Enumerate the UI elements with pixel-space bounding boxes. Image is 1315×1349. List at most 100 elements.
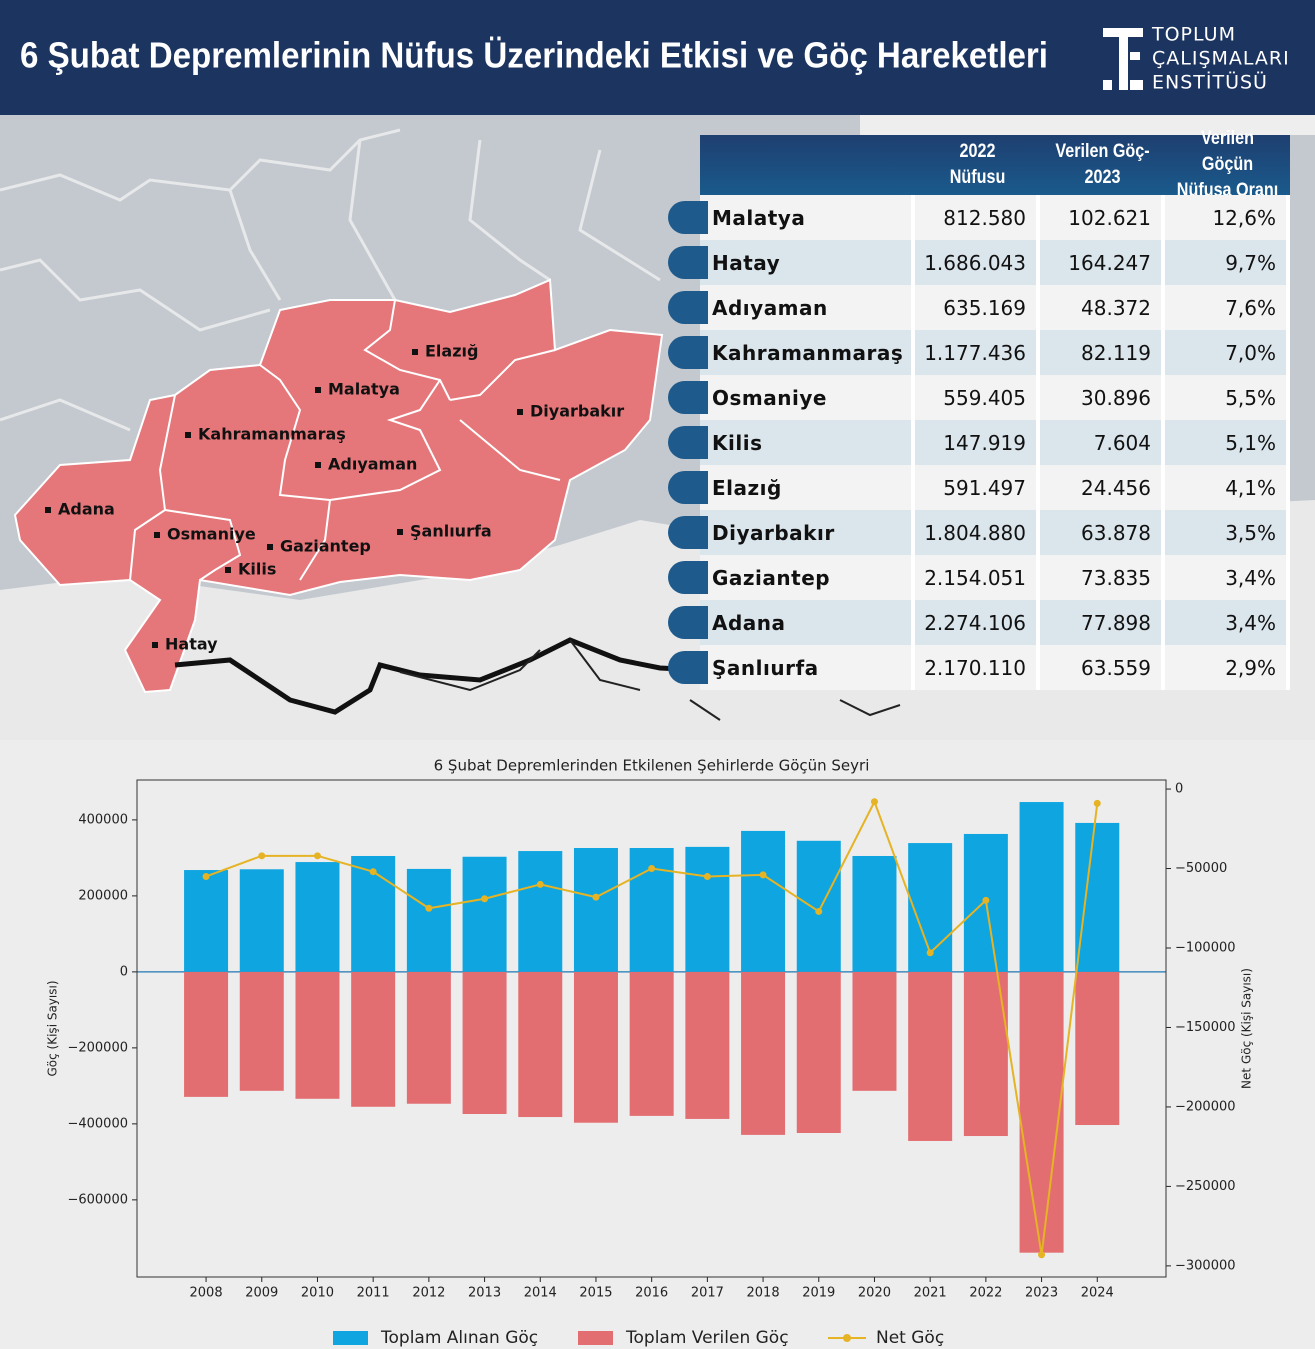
row-tab (668, 651, 708, 684)
header-title: 6 Şubat Depremlerinin Nüfus Üzerindeki E… (20, 35, 1048, 76)
logo-text: ENSTİTÜSÜ (1152, 71, 1268, 94)
bar (796, 840, 841, 972)
city-name: Hatay (700, 240, 915, 285)
bar (295, 971, 340, 1099)
table-cell: 82.119 (1040, 330, 1165, 375)
x-tick-label: 2015 (579, 1286, 612, 1301)
table-cell: 48.372 (1040, 285, 1165, 330)
table-cell: 635.169 (915, 285, 1040, 330)
table-cell: 3,4% (1165, 600, 1290, 645)
line-point (425, 904, 433, 912)
city-marker (45, 507, 51, 513)
city-marker (154, 532, 160, 538)
table-cell: 7,6% (1165, 285, 1290, 330)
table-header: 2022 Nüfusu Verilen Göç- 2023 Verilen Göçün N… (700, 128, 1290, 201)
plot-frame (136, 779, 1167, 1278)
header-cell: 2022 Nüfusu (924, 135, 1030, 195)
table-cell: 9,7% (1165, 240, 1290, 285)
city-label: Elazığ (425, 342, 478, 361)
line-point (982, 896, 990, 904)
bar (518, 971, 563, 1118)
city-marker (225, 567, 231, 573)
line-point (703, 872, 711, 880)
row-tab (668, 561, 708, 594)
city-name: Elazığ (700, 465, 915, 510)
row-tab (668, 471, 708, 504)
bar (351, 971, 396, 1107)
row-tab (668, 291, 708, 324)
y2-tick-label: −200000 (1175, 1099, 1236, 1114)
x-tick-label: 2022 (969, 1286, 1002, 1301)
x-tick-label: 2010 (301, 1286, 334, 1301)
bar (351, 855, 396, 972)
table-cell: 164.247 (1040, 240, 1165, 285)
y2-tick-label: −150000 (1175, 1020, 1236, 1035)
bar (295, 862, 340, 972)
row-tab (668, 201, 708, 234)
migration-table: 2022 Nüfusu Verilen Göç- 2023 Verilen Göçün N… (668, 128, 1290, 690)
table-row: Osmaniye 559.405 30.896 5,5% (668, 375, 1290, 420)
bar (406, 868, 451, 972)
table-cell: 30.896 (1040, 375, 1165, 420)
table-row: Kahramanmaraş 1.177.436 82.119 7,0% (668, 330, 1290, 375)
line-point (202, 872, 210, 880)
y2-tick-label: −300000 (1175, 1258, 1236, 1273)
table-cell: 63.878 (1040, 510, 1165, 555)
city-name: Gaziantep (700, 555, 915, 600)
city-labels: Elazığ Malatya Diyarbakır Kahramanmaraş Adıy… (45, 342, 624, 654)
bar (1019, 802, 1064, 972)
table-cell: 102.621 (1040, 195, 1165, 240)
city-label: Osmaniye (167, 525, 256, 544)
table-row: Kilis 147.919 7.604 5,1% (668, 420, 1290, 465)
city-name: Adana (700, 600, 915, 645)
table-row: Şanlıurfa 2.170.110 63.559 2,9% (668, 645, 1290, 690)
header-line: Nüfusu (949, 167, 1006, 188)
bar (573, 971, 618, 1123)
city-marker (185, 432, 191, 438)
x-tick-label: 2016 (635, 1286, 668, 1301)
bar (796, 971, 841, 1133)
bar (741, 971, 786, 1135)
bar (908, 971, 953, 1141)
row-tab (668, 516, 708, 549)
y-tick-label: −200000 (67, 1040, 128, 1055)
logo-text: TOPLUM (1151, 24, 1236, 46)
y2-tick-label: −100000 (1175, 940, 1236, 955)
y2-tick-label: 0 (1175, 782, 1183, 797)
affected-region (13, 278, 664, 694)
row-tab (668, 246, 708, 279)
line-point (369, 868, 377, 876)
legend-patch (333, 1331, 368, 1345)
x-tick-label: 2018 (747, 1286, 780, 1301)
y2-axis-label: Net Göç (Kişi Sayısı) (1240, 968, 1254, 1089)
bar (1075, 971, 1120, 1126)
table-cell: 3,4% (1165, 555, 1290, 600)
table-cell: 77.898 (1040, 600, 1165, 645)
bar (852, 971, 897, 1091)
city-name: Adıyaman (700, 285, 915, 330)
table-cell: 3,5% (1165, 510, 1290, 555)
city-marker (267, 544, 273, 550)
city-marker (412, 349, 418, 355)
header-cell: Verilen Göçün Nüfusa Oranı (1174, 128, 1280, 201)
city-label: Adıyaman (328, 455, 417, 474)
line-point (870, 798, 878, 806)
map-corner (860, 115, 1315, 135)
line-point (313, 852, 321, 860)
city-label: Şanlıurfa (410, 522, 492, 541)
legend-marker (843, 1334, 851, 1342)
bar (518, 851, 563, 972)
line-point (592, 893, 600, 901)
city-name: Kilis (700, 420, 915, 465)
header-bar (0, 0, 1315, 115)
bar (406, 971, 451, 1104)
logo-mark (1103, 28, 1143, 90)
legend-label: Toplam Alınan Göç (380, 1328, 538, 1348)
province-borders (129, 299, 561, 581)
city-marker (152, 642, 158, 648)
table-cell: 5,5% (1165, 375, 1290, 420)
table-cell: 12,6% (1165, 195, 1290, 240)
x-tick-label: 2009 (245, 1286, 278, 1301)
header-cell: Verilen Göç- 2023 (1049, 135, 1155, 195)
